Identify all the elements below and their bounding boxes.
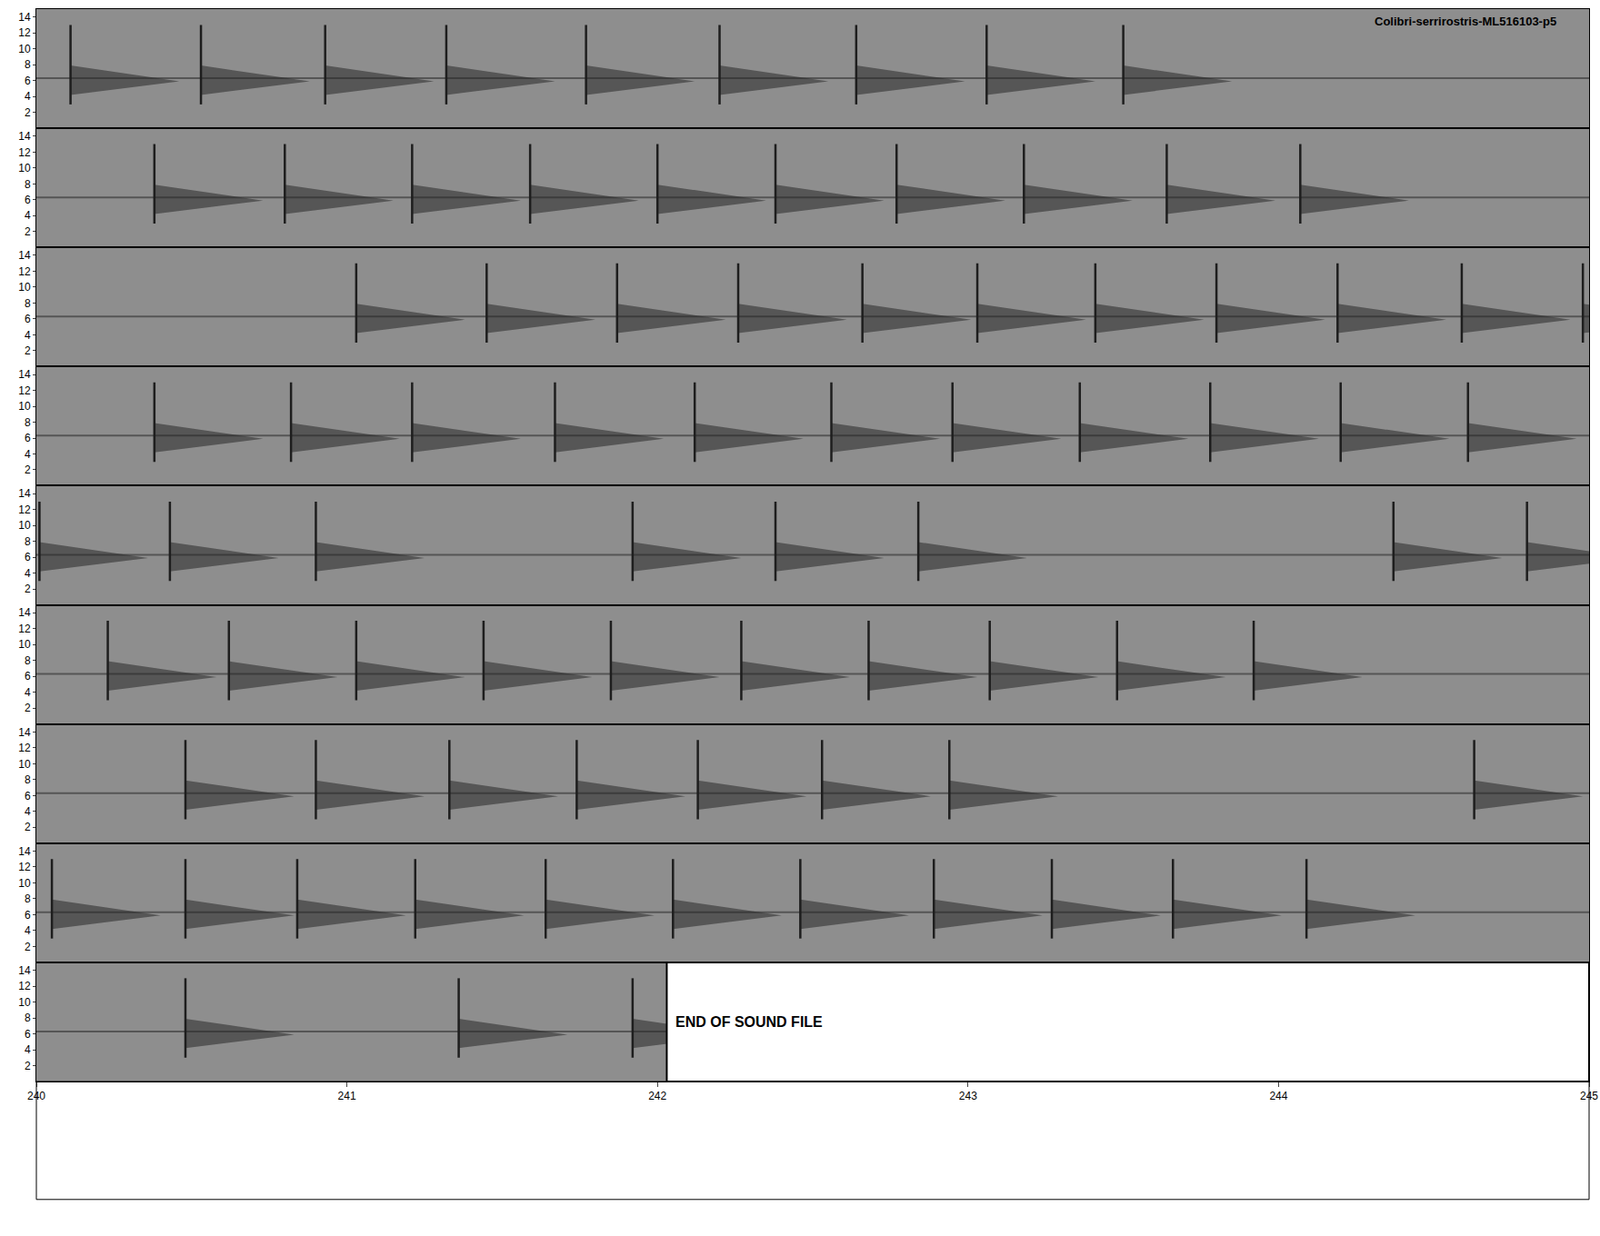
svg-text:8: 8: [24, 178, 31, 191]
svg-text:4: 4: [24, 209, 31, 222]
svg-text:8: 8: [24, 773, 31, 787]
svg-text:6: 6: [24, 550, 31, 564]
svg-text:8: 8: [24, 58, 31, 71]
svg-text:2: 2: [24, 940, 31, 954]
svg-text:12: 12: [18, 503, 31, 517]
svg-text:6: 6: [24, 909, 31, 922]
svg-text:240: 240: [27, 1090, 46, 1103]
svg-text:245: 245: [1580, 1090, 1599, 1103]
svg-text:10: 10: [18, 877, 31, 890]
svg-text:244: 244: [1269, 1090, 1288, 1103]
svg-text:10: 10: [18, 758, 31, 771]
svg-text:14: 14: [18, 249, 31, 262]
svg-text:8: 8: [24, 654, 31, 668]
svg-text:6: 6: [24, 312, 31, 326]
svg-text:6: 6: [24, 1028, 31, 1041]
svg-text:12: 12: [18, 622, 31, 636]
svg-text:6: 6: [24, 193, 31, 207]
svg-text:6: 6: [24, 790, 31, 803]
svg-text:2: 2: [24, 106, 31, 120]
svg-text:2: 2: [24, 582, 31, 596]
svg-text:4: 4: [24, 448, 31, 461]
svg-text:243: 243: [959, 1090, 978, 1103]
svg-text:14: 14: [18, 964, 31, 978]
svg-text:14: 14: [18, 845, 31, 859]
svg-text:8: 8: [24, 1011, 31, 1025]
svg-text:12: 12: [18, 26, 31, 40]
svg-text:10: 10: [18, 996, 31, 1010]
svg-text:4: 4: [24, 924, 31, 938]
svg-text:10: 10: [18, 400, 31, 413]
svg-text:12: 12: [18, 384, 31, 398]
svg-text:2: 2: [24, 701, 31, 715]
svg-text:10: 10: [18, 519, 31, 532]
svg-text:8: 8: [24, 416, 31, 430]
svg-text:12: 12: [18, 146, 31, 160]
svg-text:Colibri-serrirostris-ML516103-: Colibri-serrirostris-ML516103-p5: [1374, 14, 1557, 29]
svg-text:14: 14: [18, 10, 31, 24]
svg-text:14: 14: [18, 130, 31, 143]
svg-text:10: 10: [18, 42, 31, 56]
svg-text:242: 242: [648, 1090, 667, 1103]
svg-text:8: 8: [24, 892, 31, 906]
svg-text:2: 2: [24, 344, 31, 358]
svg-text:14: 14: [18, 368, 31, 381]
svg-text:10: 10: [18, 280, 31, 294]
svg-text:2: 2: [24, 463, 31, 477]
svg-text:END OF SOUND FILE: END OF SOUND FILE: [675, 1014, 823, 1030]
svg-text:241: 241: [338, 1090, 357, 1103]
svg-text:8: 8: [24, 535, 31, 549]
svg-text:4: 4: [24, 805, 31, 819]
svg-text:14: 14: [18, 487, 31, 500]
svg-text:10: 10: [18, 161, 31, 175]
svg-text:10: 10: [18, 638, 31, 651]
svg-text:2: 2: [24, 1060, 31, 1073]
svg-text:4: 4: [24, 1043, 31, 1057]
svg-text:4: 4: [24, 329, 31, 342]
svg-text:4: 4: [24, 686, 31, 700]
svg-text:6: 6: [24, 670, 31, 683]
svg-text:12: 12: [18, 860, 31, 874]
svg-text:12: 12: [18, 741, 31, 755]
svg-text:4: 4: [24, 90, 31, 103]
svg-text:2: 2: [24, 225, 31, 239]
svg-text:14: 14: [18, 726, 31, 740]
svg-text:6: 6: [24, 74, 31, 88]
svg-text:12: 12: [18, 265, 31, 279]
svg-text:14: 14: [18, 606, 31, 620]
svg-text:8: 8: [24, 297, 31, 310]
svg-text:12: 12: [18, 980, 31, 993]
svg-text:4: 4: [24, 567, 31, 580]
svg-text:6: 6: [24, 431, 31, 445]
svg-text:2: 2: [24, 820, 31, 834]
